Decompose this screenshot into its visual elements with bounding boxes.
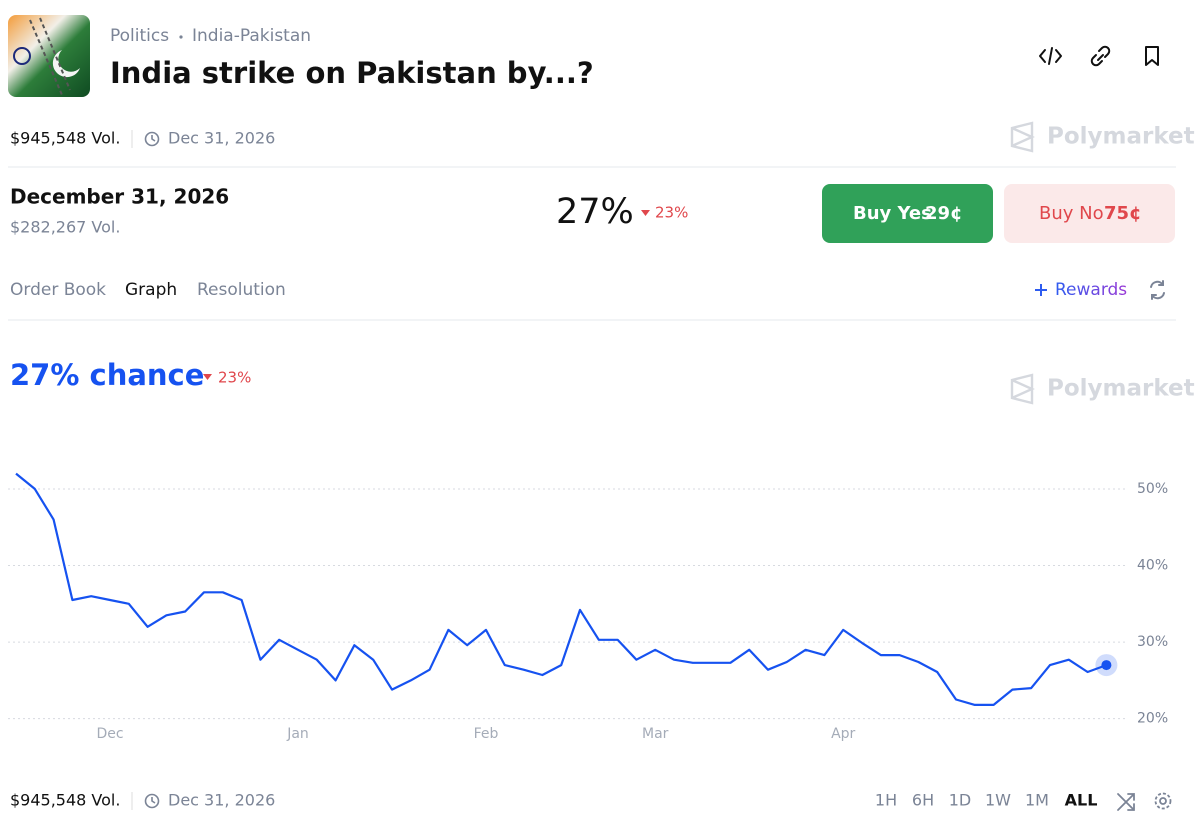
down-arrow [641,210,650,216]
refresh-icon[interactable] [1150,280,1165,300]
end-date: Dec 31, 2026 [168,129,275,148]
breadcrumb-subcategory[interactable]: India-Pakistan [192,26,311,46]
y-tick-label: 40% [1137,558,1168,574]
y-tick-label: 30% [1137,634,1168,650]
bookmark-icon[interactable] [1145,46,1159,66]
outcome-change: 23% [655,204,688,222]
endpoint [1101,660,1112,671]
tab-active[interactable]: Graph [125,280,177,300]
clock-icon [144,793,160,809]
time-range[interactable]: 1M [1025,791,1049,810]
shuffle-icon[interactable] [1117,793,1135,811]
time-range[interactable]: 1H [875,791,897,810]
time-range[interactable]: 6H [912,791,934,810]
outcome-volume: $282,267 Vol. [10,218,120,237]
buy-yes-label: Buy Yes [853,203,932,224]
buy-yes-button[interactable] [822,184,993,243]
rewards-link[interactable]: Rewards [1055,280,1127,300]
volume: $945,548 Vol. [10,129,120,148]
volume: $945,548 Vol. [10,791,120,810]
tab[interactable]: Resolution [197,280,286,300]
separator [179,35,183,39]
chart-chance: 27% chance [10,358,204,392]
brand-name: Polymarket [1047,124,1195,150]
tab[interactable]: Order Book [10,280,106,300]
embed-icon[interactable] [1039,47,1062,65]
clock-icon [144,131,160,147]
y-tick-label: 20% [1137,711,1168,727]
x-tick-label: Feb [474,726,499,742]
price-line [15,472,1107,706]
chart: 20% 30% 40% 50% Dec Jan Feb Mar Apr [8,472,1168,742]
x-tick-label: Mar [642,726,669,742]
market-title: India strike on Pakistan by...? [110,56,594,90]
time-range[interactable]: 1W [985,791,1011,810]
down-arrow [203,374,212,380]
outcome-name: December 31, 2026 [10,185,229,209]
time-range[interactable]: 1D [949,791,972,810]
x-tick-label: Dec [96,726,123,742]
x-tick-label: Apr [831,726,855,742]
settings-icon[interactable] [1154,792,1172,810]
chart-change: 23% [218,369,251,387]
buy-yes-price: 29¢ [925,203,963,224]
time-range[interactable]: ALL [1065,791,1098,810]
time-range-selector: 1H 6H 1D 1W 1M ALL [875,791,1098,810]
y-tick-label: 50% [1137,481,1168,497]
link-icon[interactable] [1090,45,1111,67]
x-tick-label: Jan [286,726,309,742]
plus-icon [1035,284,1047,296]
breadcrumb-category[interactable]: Politics [110,26,169,46]
end-date: Dec 31, 2026 [168,791,275,810]
brand-logo [1010,121,1035,153]
brand-name: Polymarket [1047,376,1195,402]
outcome-chance: 27% [556,192,634,232]
buy-no-label: Buy No [1039,203,1104,224]
market-image [8,15,90,97]
buy-no-button[interactable] [1004,184,1175,243]
buy-no-price: 75¢ [1104,203,1142,224]
brand-logo [1010,373,1035,405]
